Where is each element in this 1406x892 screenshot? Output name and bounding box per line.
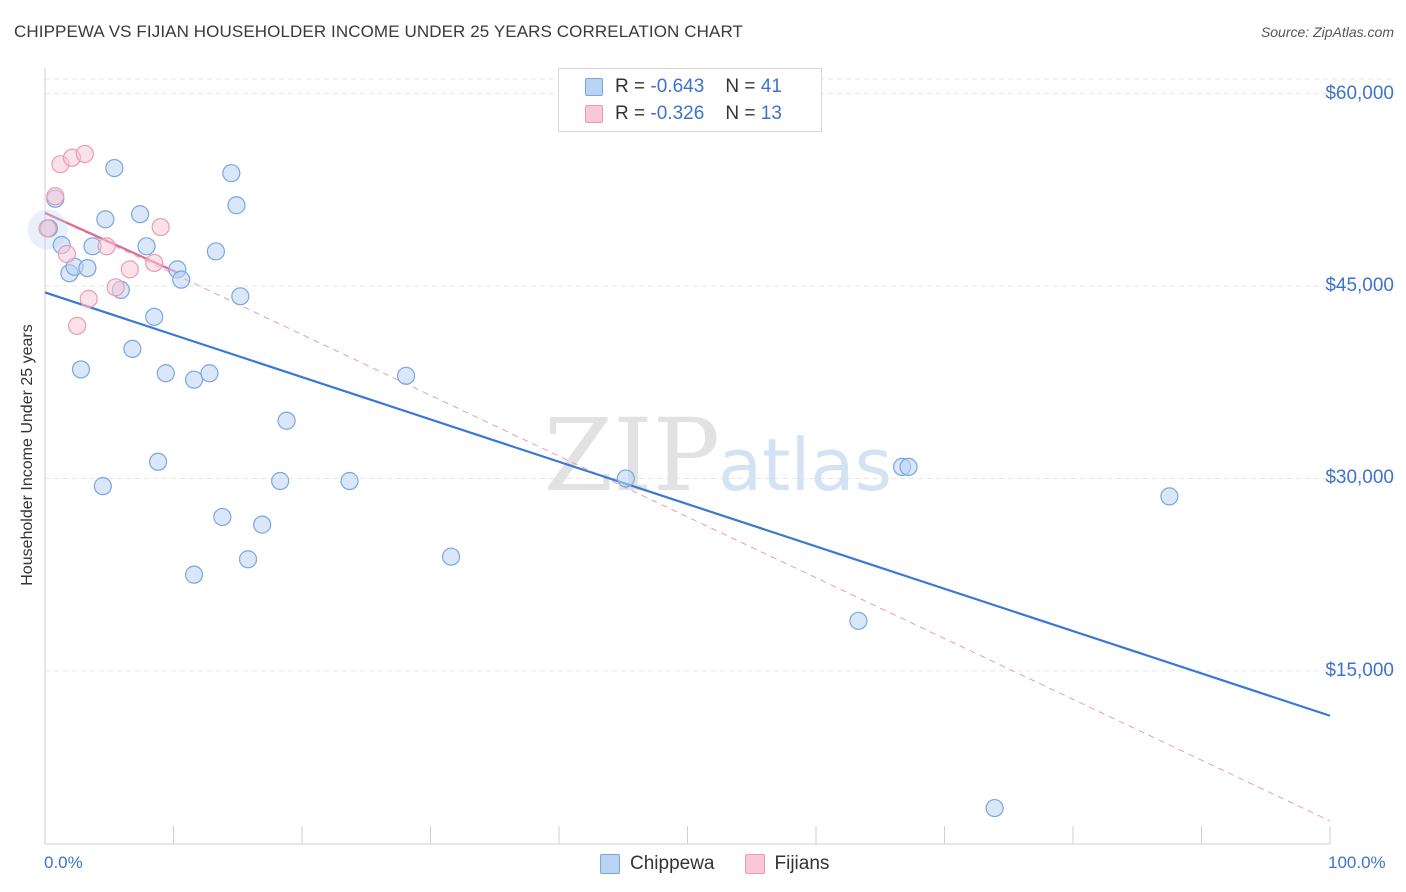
legend-swatch-fijians <box>585 105 603 123</box>
data-point-chippewa <box>123 339 142 358</box>
correlation-legend: R = -0.643 N = 41 R = -0.326 N = 13 <box>558 68 822 132</box>
data-point-fijians <box>97 237 116 256</box>
data-point-chippewa <box>184 565 204 584</box>
data-point-chippewa <box>340 471 359 491</box>
y-tick-label: $30,000 <box>1325 467 1394 489</box>
chart-title: CHIPPEWA VS FIJIAN HOUSEHOLDER INCOME UN… <box>14 22 744 41</box>
data-point-chippewa <box>985 798 1004 818</box>
legend-n-label: N = <box>725 76 756 97</box>
data-point-fijians <box>79 289 98 308</box>
data-point-chippewa <box>213 507 232 527</box>
data-point-chippewa <box>71 360 91 379</box>
data-point-chippewa <box>200 364 219 383</box>
gridlines <box>45 78 1395 672</box>
data-point-chippewa <box>78 258 97 278</box>
legend-r-label: R = <box>615 76 646 97</box>
data-point-fijians <box>75 144 94 164</box>
legend-swatch-chippewa <box>585 78 603 96</box>
data-point-chippewa <box>156 364 175 383</box>
series-label-chippewa: Chippewa <box>630 853 715 874</box>
watermark-atlas: atlas <box>718 423 892 507</box>
legend-row-fijians: R = -0.326 N = 13 <box>585 103 782 125</box>
data-point-chippewa <box>130 205 150 224</box>
legend-n-label: N = <box>725 103 756 124</box>
legend-r-value-chippewa: -0.643 <box>650 76 705 97</box>
watermark-zip: ZIP <box>544 397 720 514</box>
data-point-chippewa <box>616 469 635 488</box>
data-point-fijians <box>145 253 164 273</box>
x-tick-label-min: 0.0% <box>44 853 83 872</box>
axes <box>44 68 1331 845</box>
data-point-fijians <box>68 316 87 335</box>
data-point-chippewa <box>849 611 868 630</box>
data-points <box>27 144 1179 818</box>
series-legend-fijians: Fijians <box>744 853 830 875</box>
series-legend: Chippewa Fijians <box>600 853 859 875</box>
data-point-chippewa <box>145 307 164 326</box>
data-point-chippewa <box>441 547 461 566</box>
data-point-chippewa <box>184 370 204 389</box>
data-point-fijians <box>38 219 57 238</box>
data-point-fijians <box>106 278 125 297</box>
y-tick-label: $15,000 <box>1325 659 1394 681</box>
trend-line-fijians-extended <box>44 212 1331 822</box>
data-point-chippewa <box>899 457 918 477</box>
legend-row-chippewa: R = -0.643 N = 41 <box>585 76 782 98</box>
data-point-chippewa <box>277 411 296 430</box>
y-tick-label: $60,000 <box>1325 82 1394 104</box>
data-point-chippewa <box>137 237 156 256</box>
data-point-chippewa <box>227 196 246 215</box>
series-label-fijians: Fijians <box>774 853 830 874</box>
series-legend-chippewa: Chippewa <box>600 853 715 875</box>
data-point-fijians <box>46 187 65 206</box>
data-point-chippewa <box>148 452 168 471</box>
data-point-chippewa <box>93 477 112 496</box>
trend-line-chippewa <box>44 291 1331 717</box>
data-point-chippewa <box>396 366 416 385</box>
data-point-chippewa <box>172 270 191 289</box>
legend-r-value-fijians: -0.326 <box>650 103 705 124</box>
legend-r-label: R = <box>615 103 646 124</box>
data-point-fijians <box>151 217 170 237</box>
data-point-chippewa <box>96 210 115 229</box>
chart-source: Source: ZipAtlas.com <box>1260 24 1394 40</box>
watermark: ZIP atlas <box>544 397 892 514</box>
data-point-chippewa <box>222 164 241 183</box>
data-point-chippewa <box>253 515 272 534</box>
data-point-chippewa <box>271 471 290 491</box>
x-tick-label-max: 100.0% <box>1328 853 1386 872</box>
legend-n-value-chippewa: 41 <box>760 76 782 97</box>
series-swatch-chippewa <box>600 854 620 874</box>
data-point-chippewa <box>206 242 226 261</box>
data-point-fijians <box>57 244 76 264</box>
data-point-chippewa <box>105 158 124 178</box>
data-point-chippewa <box>238 550 258 569</box>
legend-n-value-fijians: 13 <box>760 103 782 124</box>
series-swatch-fijians <box>744 854 765 874</box>
y-tick-label: $45,000 <box>1325 275 1394 297</box>
data-point-chippewa <box>231 287 250 306</box>
data-point-chippewa <box>1160 487 1179 506</box>
data-point-fijians <box>120 260 139 279</box>
